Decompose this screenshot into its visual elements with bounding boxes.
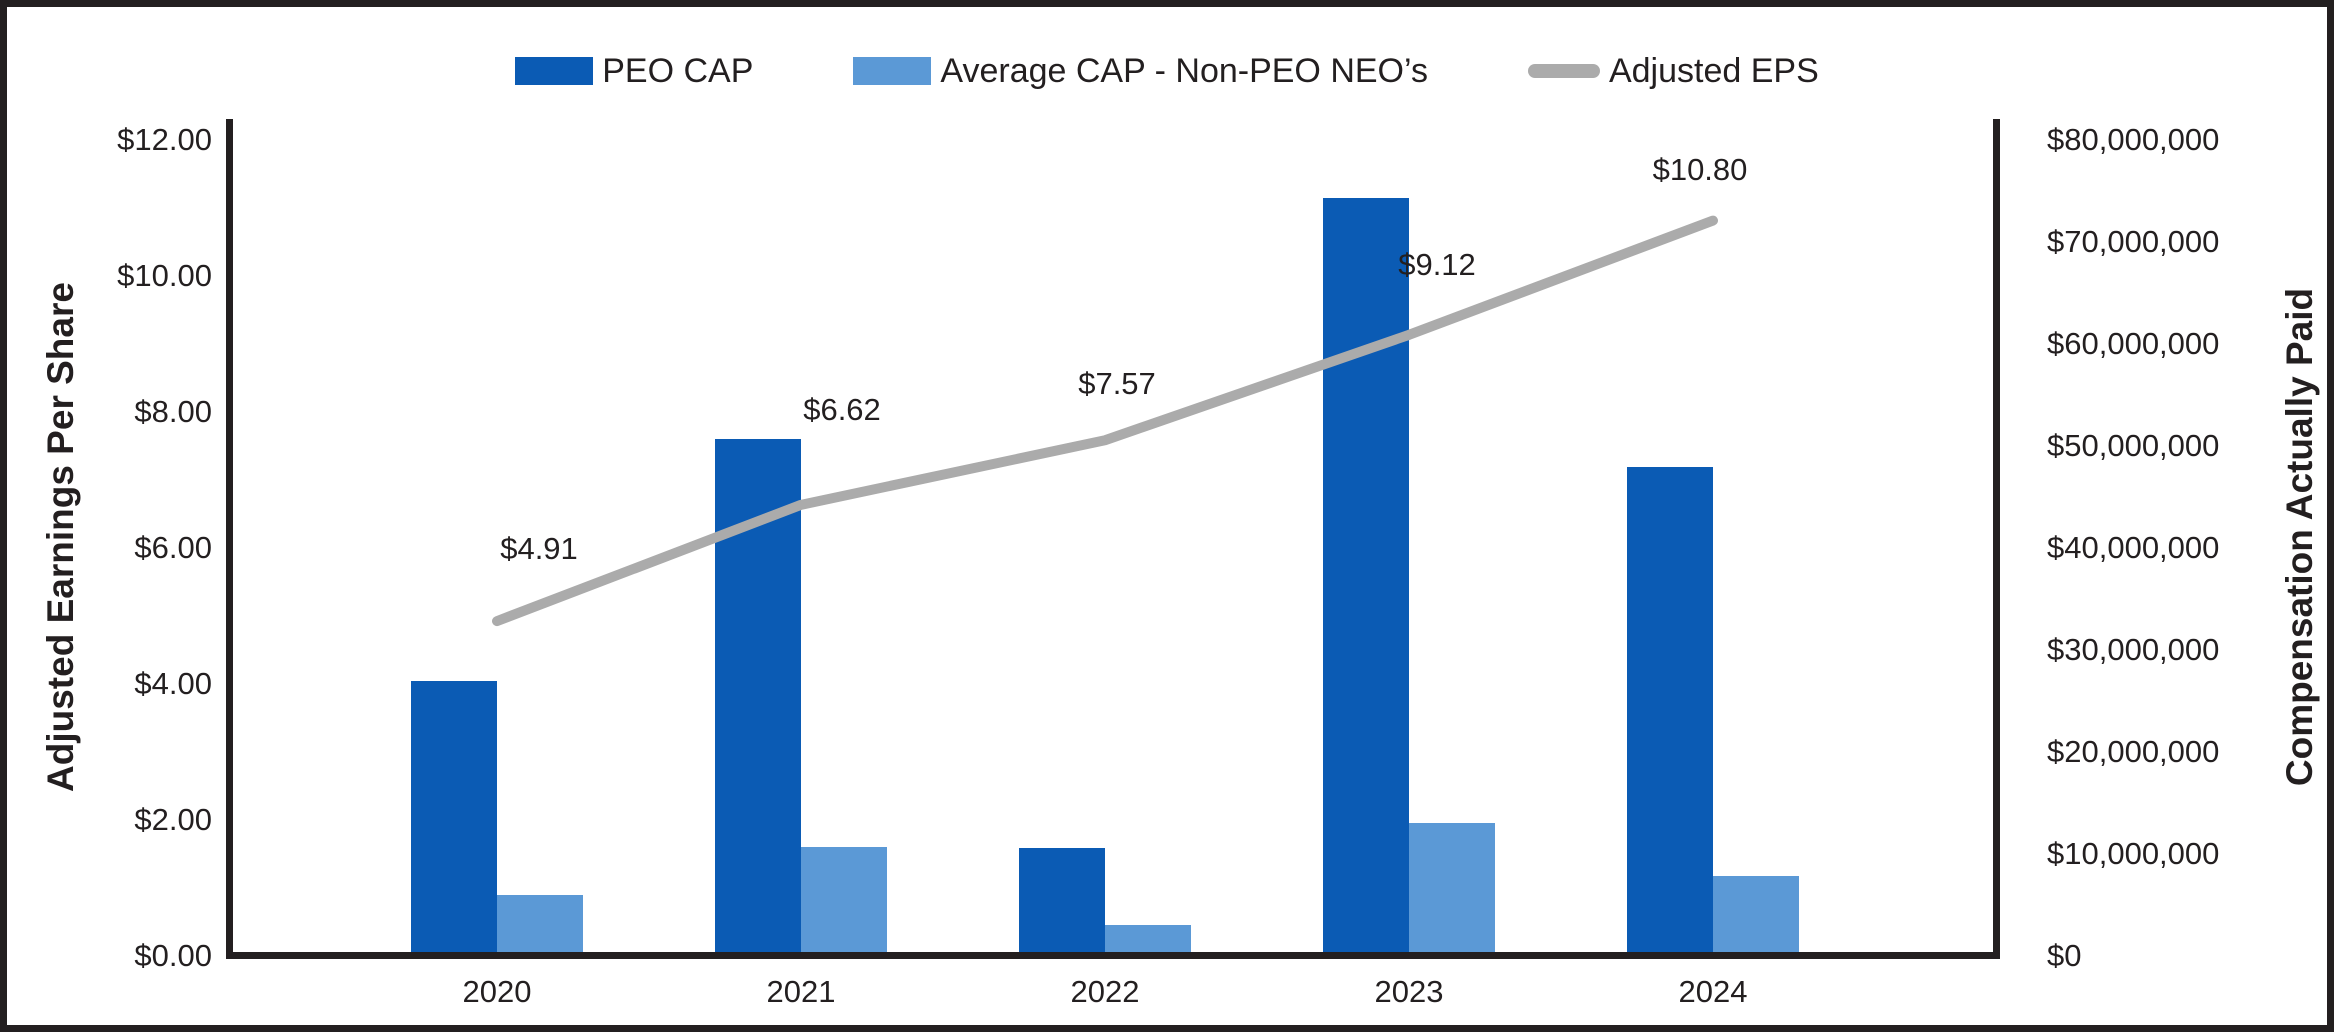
- right-axis-tick-label: $80,000,000: [2047, 122, 2220, 157]
- left-axis-tick-label: $8.00: [134, 394, 212, 429]
- legend-line-swatch-icon: [1527, 64, 1600, 78]
- legend-bar-swatch-icon: [515, 57, 594, 85]
- eps-value-label-2021: $6.62: [803, 391, 881, 427]
- x-axis-tick-label-2020: 2020: [462, 974, 532, 1009]
- eps-value-label-2022: $7.57: [1078, 366, 1156, 402]
- bar-avg-cap-2021: [801, 846, 887, 955]
- bar-peo-cap-2020: [411, 680, 497, 955]
- eps-value-label-2020: $4.91: [500, 531, 578, 567]
- legend-item-3: Adjusted EPS: [1527, 52, 1819, 90]
- left-axis-tick-label: $0.00: [134, 938, 212, 973]
- x-axis-tick-label-2024: 2024: [1678, 974, 1748, 1009]
- bar-peo-cap-2023: [1323, 198, 1409, 955]
- chart-legend: PEO CAP Average CAP - Non-PEO NEO’s Adjust…: [7, 43, 2327, 99]
- bar-avg-cap-2022: [1105, 925, 1191, 955]
- left-axis-line: [225, 119, 233, 959]
- bar-peo-cap-2022: [1019, 847, 1105, 955]
- x-axis-tick-label-2021: 2021: [766, 974, 836, 1009]
- bar-avg-cap-2024: [1713, 876, 1799, 955]
- adjusted-eps-polyline: [492, 215, 1718, 627]
- right-axis-title: Compensation Actually Paid: [2279, 287, 2320, 787]
- right-axis-tick-label: $70,000,000: [2047, 224, 2220, 259]
- left-axis-tick-label: $12.00: [117, 122, 212, 157]
- x-axis-line: [225, 951, 2000, 959]
- right-axis-tick-label: $20,000,000: [2047, 734, 2220, 769]
- adjusted-eps-line: [492, 215, 1718, 627]
- left-axis-tick-label: $10.00: [117, 258, 212, 293]
- bar-peo-cap-2024: [1627, 467, 1713, 955]
- x-axis-tick-label-2022: 2022: [1070, 974, 1140, 1009]
- bar-avg-cap-2020: [497, 894, 583, 955]
- legend-bar-swatch-icon: [853, 57, 932, 85]
- x-axis-tick-label-2023: 2023: [1374, 974, 1444, 1009]
- right-axis-tick-label: $40,000,000: [2047, 530, 2220, 565]
- bar-avg-cap-2023: [1409, 823, 1495, 955]
- left-axis-title: Adjusted Earnings Per Share: [40, 282, 81, 792]
- right-axis-tick-label: $0: [2047, 938, 2082, 973]
- eps-value-label-2023: $9.12: [1398, 246, 1476, 282]
- left-axis-tick-label: $6.00: [134, 530, 212, 565]
- legend-item-2: Average CAP - Non-PEO NEO’s: [853, 54, 1428, 88]
- legend-item-1: PEO CAP: [515, 54, 753, 88]
- legend-label: Adjusted EPS: [1608, 52, 1819, 90]
- eps-value-label-2024: $10.80: [1652, 151, 1748, 187]
- right-axis-tick-label: $50,000,000: [2047, 428, 2220, 463]
- right-axis-tick-label: $60,000,000: [2047, 326, 2220, 361]
- right-axis-tick-label: $30,000,000: [2047, 632, 2220, 667]
- left-axis-tick-label: $2.00: [134, 802, 212, 837]
- right-axis-tick-label: $10,000,000: [2047, 836, 2220, 871]
- legend-label: Average CAP - Non-PEO NEO’s: [940, 52, 1428, 90]
- right-axis-line: [1992, 119, 2000, 959]
- legend-label: PEO CAP: [602, 52, 754, 90]
- left-axis-tick-label: $4.00: [134, 666, 212, 701]
